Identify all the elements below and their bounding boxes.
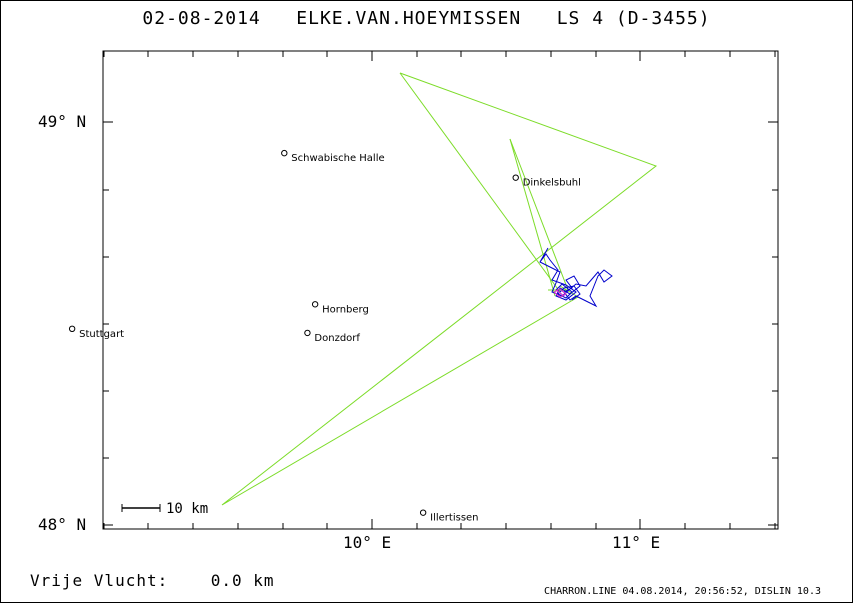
place-dot (512, 174, 519, 181)
place-dot (304, 329, 311, 337)
free-flight-label: Vrije Vlucht: (30, 571, 169, 590)
map-border (102, 50, 779, 530)
place-dot (311, 301, 319, 308)
start-marker (555, 289, 565, 297)
pilot-name: ELKE.VAN.HOEYMISSEN (296, 8, 522, 29)
free-flight-value: 0.0 km (210, 571, 275, 590)
place-dot (68, 325, 76, 333)
place-label: Donzdorf (314, 333, 360, 344)
straight-leg (509, 138, 556, 297)
place-dot (281, 149, 288, 157)
place-markers: Schwabische Halle Dinkelsbuhl Hornberg Stut… (68, 149, 581, 524)
place-label: Schwabische Halle (291, 153, 384, 164)
place-label: Hornberg (322, 304, 369, 315)
lat-label-48: 48° N (38, 515, 86, 534)
glider-id: LS 4 (D-3455) (556, 8, 711, 29)
flight-track (221, 72, 658, 506)
start-marker (553, 288, 568, 298)
lon-label-10: 10° E (343, 533, 391, 552)
axis-ticks (103, 51, 778, 529)
place-dot (419, 509, 427, 516)
lon-label-11: 11° E (612, 533, 660, 552)
straight-leg (399, 72, 561, 293)
map-title: 02-08-2014 ELKE.VAN.HOEYMISSEN LS 4 (D-3… (0, 8, 853, 29)
straight-leg (221, 72, 658, 506)
place-label: Stuttgart (79, 329, 124, 340)
place-label: Illertissen (430, 513, 478, 524)
lat-label-49: 49° N (38, 112, 86, 131)
axis-labels: 49° N 48° N 10° E 11° E (38, 112, 660, 552)
straight-leg (509, 138, 569, 291)
flight-date: 02-08-2014 (142, 8, 261, 29)
thermal-trace (555, 283, 581, 301)
credit-line: CHARRON.LINE 04.08.2014, 20:56:52, DISLI… (544, 586, 821, 597)
place-label: Dinkelsbuhl (523, 178, 581, 189)
scale-bar-label: 10 km (166, 501, 208, 517)
free-flight-readout: Vrije Vlucht: 0.0 km (30, 571, 275, 590)
scale-bar: 10 km (121, 501, 208, 517)
